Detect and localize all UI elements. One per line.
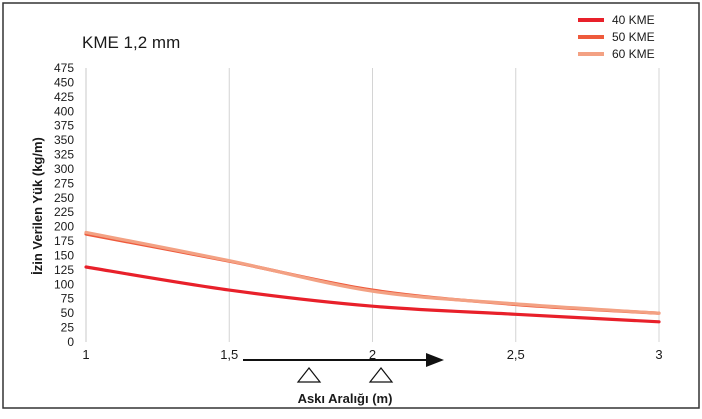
series-line-40-kme xyxy=(84,265,661,324)
x-tick-label: 2 xyxy=(369,347,376,362)
support-right-icon xyxy=(368,367,394,383)
legend-label: 60 KME xyxy=(612,47,655,61)
x-tick-label: 1,5 xyxy=(220,347,238,362)
y-tick-label: 150 xyxy=(54,248,74,262)
x-axis-ticks: 1 1,5 2 2,5 3 xyxy=(82,347,662,362)
y-tick-label: 75 xyxy=(61,292,75,306)
y-tick-label: 225 xyxy=(54,205,74,219)
y-tick-label: 325 xyxy=(54,148,74,162)
y-tick-label: 250 xyxy=(54,191,74,205)
y-tick-label: 275 xyxy=(54,176,74,190)
x-tick-label: 3 xyxy=(655,347,662,362)
y-axis-label: İzin Verilen Yük (kg/m) xyxy=(30,137,45,275)
y-tick-label: 50 xyxy=(61,306,75,320)
series-line-60-kme xyxy=(84,230,661,315)
y-tick-label: 300 xyxy=(54,162,74,176)
y-tick-label: 175 xyxy=(54,234,74,248)
support-left-icon xyxy=(296,367,322,383)
series-lines xyxy=(84,230,661,324)
y-tick-label: 425 xyxy=(54,90,74,104)
y-tick-label: 25 xyxy=(61,321,75,335)
y-tick-label: 475 xyxy=(54,61,74,75)
x-tick-label: 2,5 xyxy=(507,347,525,362)
y-tick-label: 400 xyxy=(54,104,74,118)
y-tick-label: 100 xyxy=(54,277,74,291)
legend-label: 50 KME xyxy=(612,30,655,44)
y-tick-label: 375 xyxy=(54,119,74,133)
legend-label: 40 KME xyxy=(612,13,655,27)
y-tick-label: 0 xyxy=(67,335,74,349)
grid-lines xyxy=(85,68,660,342)
legend: 40 KME 50 KME 60 KME xyxy=(578,13,655,61)
y-tick-label: 450 xyxy=(54,75,74,89)
y-tick-label: 125 xyxy=(54,263,74,277)
x-tick-label: 1 xyxy=(82,347,89,362)
y-axis-ticks: 0255075100125150175200225250275300325350… xyxy=(54,61,74,349)
x-axis-label: Askı Aralığı (m) xyxy=(298,391,393,406)
y-tick-label: 200 xyxy=(54,220,74,234)
y-tick-label: 350 xyxy=(54,133,74,147)
span-arrow-head-icon xyxy=(426,353,444,367)
chart-title: KME 1,2 mm xyxy=(82,33,180,52)
